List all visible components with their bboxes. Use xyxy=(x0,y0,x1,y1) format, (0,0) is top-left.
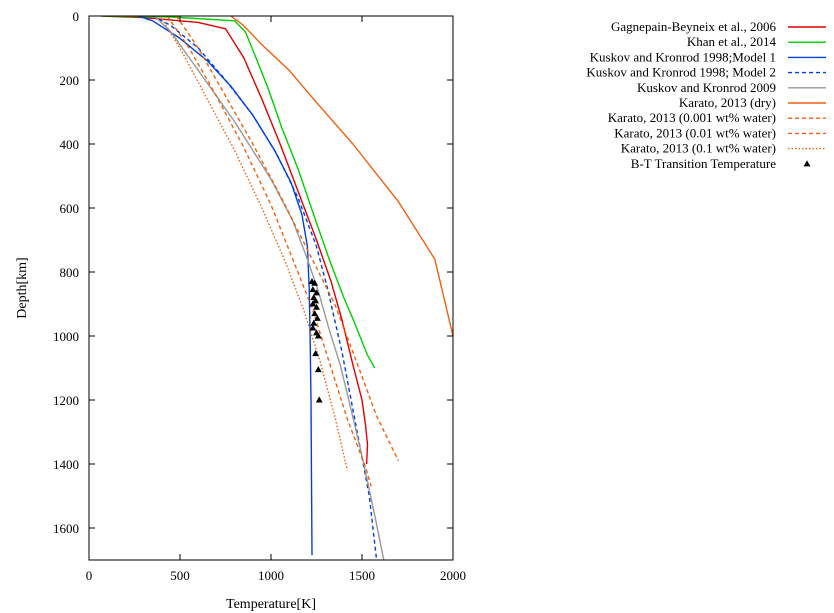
bt-transition-point xyxy=(311,310,319,317)
y-tick-label: 1400 xyxy=(53,457,79,472)
scatter-layer xyxy=(308,278,323,403)
y-tick-label: 600 xyxy=(60,201,80,216)
legend-label: Khan et al., 2014 xyxy=(687,34,777,49)
y-tick-label: 800 xyxy=(60,265,80,280)
bt-transition-point xyxy=(313,303,320,310)
series-line-3 xyxy=(137,16,313,556)
series-line-7 xyxy=(175,16,400,462)
series-line-8 xyxy=(166,16,372,487)
legend-label: Karato, 2013 (0.1 wt% water) xyxy=(621,141,776,156)
legend-label: Karato, 2013 (0.001 wt% water) xyxy=(608,110,776,125)
series-line-6 xyxy=(230,16,453,337)
series-line-5 xyxy=(154,16,385,560)
x-tick-label: 500 xyxy=(170,568,190,583)
bt-transition-point xyxy=(309,324,317,331)
y-tick-label: 1600 xyxy=(53,521,79,536)
y-tick-label: 1000 xyxy=(53,329,79,344)
bt-transition-point xyxy=(314,366,322,373)
x-tick-label: 1500 xyxy=(349,568,375,583)
legend-label: Kuskov and Kronrod 2009 xyxy=(637,80,776,95)
series-line-1 xyxy=(101,16,369,465)
legend-label: Kuskov and Kronrod 1998;Model 1 xyxy=(590,49,776,64)
x-tick-label: 0 xyxy=(86,568,93,583)
series-line-9 xyxy=(159,16,349,471)
plot-area xyxy=(88,15,454,561)
bt-transition-point xyxy=(313,289,320,296)
x-axis: 0 500 1000 1500 2000 xyxy=(86,16,466,583)
series-layer xyxy=(101,16,453,560)
legend-label: Gagnepain-Beyneix et al., 2006 xyxy=(611,19,776,34)
y-tick-label: 400 xyxy=(60,137,80,152)
legend-label: Kuskov and Kronrod 1998; Model 2 xyxy=(586,65,776,80)
x-axis-title: Temperature[K] xyxy=(226,597,316,612)
legend-label: Karato, 2013 (dry) xyxy=(679,95,776,110)
legend-swatch-triangle xyxy=(803,160,811,167)
bt-transition-point xyxy=(309,286,317,293)
legend-label: Karato, 2013 (0.01 wt% water) xyxy=(614,125,776,140)
bt-transition-point xyxy=(315,396,323,403)
y-axis-title: Depth[km] xyxy=(15,257,30,318)
bt-transition-point xyxy=(313,314,321,321)
series-line-4 xyxy=(152,16,378,560)
bt-transition-point xyxy=(312,297,320,304)
y-tick-label: 0 xyxy=(73,9,80,24)
bt-transition-point xyxy=(312,350,320,357)
series-line-2 xyxy=(103,16,376,369)
y-axis: 0 200 400 600 800 1000 1200 1400 1600 xyxy=(53,9,453,536)
y-tick-label: 1200 xyxy=(53,393,79,408)
bt-transition-point xyxy=(309,300,317,307)
bt-transition-point xyxy=(311,279,319,286)
bt-transition-point xyxy=(314,332,322,339)
x-tick-label: 2000 xyxy=(440,568,466,583)
legend-label: B-T Transition Temperature xyxy=(631,156,776,171)
y-tick-label: 200 xyxy=(60,73,80,88)
bt-transition-point xyxy=(310,319,318,326)
x-tick-label: 1000 xyxy=(258,568,284,583)
